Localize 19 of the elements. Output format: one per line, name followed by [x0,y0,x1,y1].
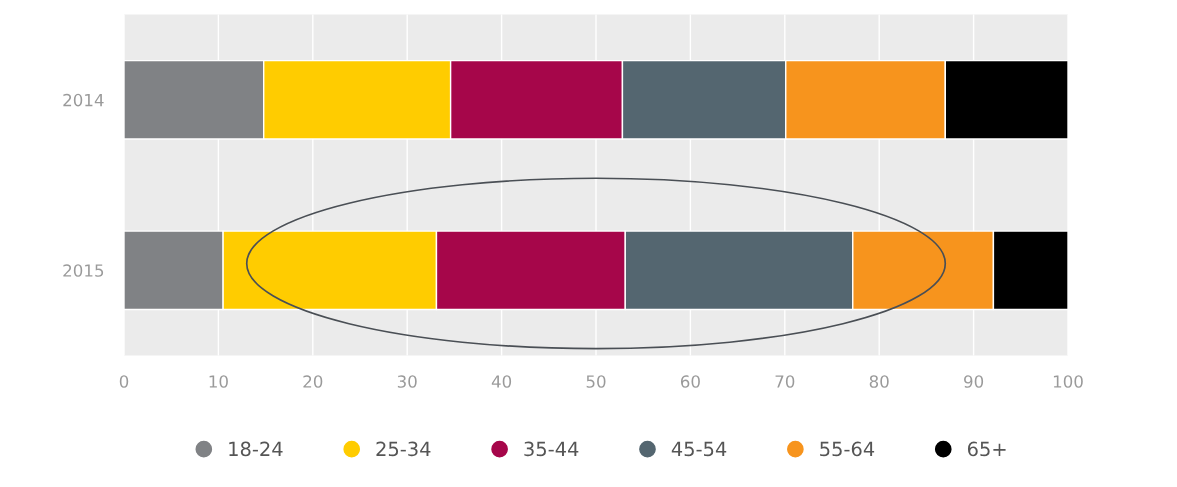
x-tick-label: 0 [119,375,129,388]
y-tick-label: 2015 [63,264,104,277]
y-tick-label: 2014 [63,93,104,107]
x-tick-label: 20 [303,375,323,388]
legend-label: 55-64 [820,441,875,457]
legend-label: 65+ [967,441,1006,457]
x-tick-label: 40 [491,375,512,388]
legend-label: 35-44 [524,441,579,457]
x-tick-label: 60 [680,375,700,388]
legend-label: 25-34 [376,441,431,457]
x-tick-label: 70 [775,375,795,388]
x-tick-label: 30 [397,375,417,388]
legend-label: 18-24 [229,441,283,457]
x-tick-label: 90 [964,375,984,388]
legend-label: 45-54 [671,441,727,457]
x-tick-label: 10 [209,375,228,388]
x-tick-label: 100 [1053,375,1083,388]
x-tick-label: 50 [586,375,606,388]
x-tick-label: 80 [869,375,889,388]
